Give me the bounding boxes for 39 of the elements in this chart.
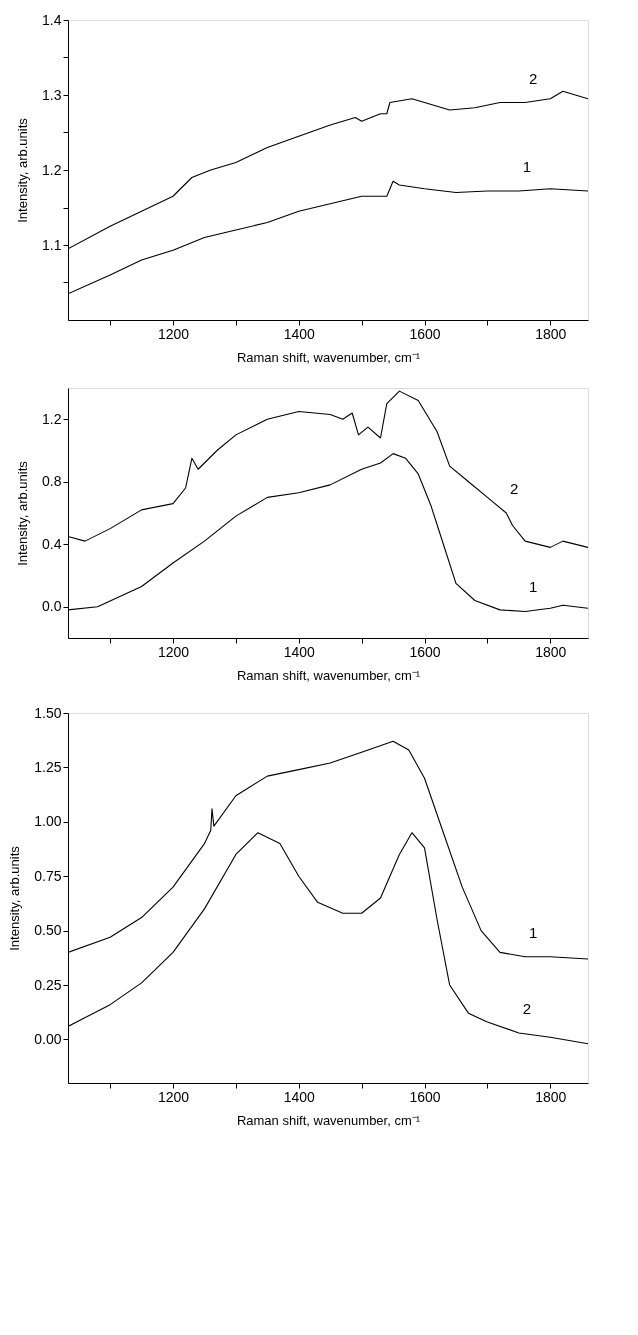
y-tick-label: 1.50 (34, 704, 62, 721)
y-tick-label: 1.3 (42, 86, 62, 103)
x-tick-label: 1800 (535, 643, 567, 660)
x-tick-label: 1400 (283, 325, 316, 342)
y-tick-label: 1.00 (34, 813, 62, 830)
x-axis-title: Raman shift, wavenumber, cm⁻¹ (236, 667, 421, 683)
annotation: 1 (528, 578, 538, 596)
y-tick-label: 0.4 (42, 535, 62, 552)
annotation: 1 (528, 923, 538, 941)
x-tick-label: 1600 (409, 1088, 441, 1105)
y-tick-label: 0.25 (34, 976, 62, 993)
y-axis-title: Intensity, arb.units (15, 117, 31, 223)
x-tick-label: 1600 (409, 643, 441, 660)
x-tick-label: 1800 (535, 1088, 567, 1105)
x-tick-label: 1400 (283, 643, 316, 660)
annotation: 2 (522, 999, 532, 1017)
x-tick-label: 1200 (157, 1088, 190, 1105)
x-tick-label: 1800 (535, 325, 567, 342)
y-tick-label: 0.0 (42, 598, 62, 615)
y-axis-title: Intensity, arb.units (7, 845, 23, 951)
x-tick-label: 1200 (157, 325, 190, 342)
annotation: 1 (522, 158, 532, 175)
y-tick-label: 1.2 (42, 161, 62, 178)
annotation: 2 (510, 480, 519, 497)
y-tick-label: 1.1 (42, 236, 62, 253)
x-tick-label: 1600 (409, 325, 441, 342)
y-tick-label: 1.4 (42, 11, 62, 28)
x-tick-label: 1400 (283, 1088, 316, 1105)
y-axis-title: Intensity, arb.units (15, 460, 31, 566)
y-tick-label: 1.2 (42, 410, 62, 427)
x-axis-title: Raman shift, wavenumber, cm⁻¹ (236, 349, 421, 365)
x-tick-label: 1200 (157, 643, 190, 660)
y-tick-label: 0.00 (34, 1030, 62, 1047)
y-tick-label: 1.25 (34, 758, 62, 775)
y-tick-label: 0.50 (34, 922, 62, 939)
annotation: 2 (528, 69, 538, 87)
x-axis-title: Raman shift, wavenumber, cm⁻¹ (236, 1112, 421, 1128)
y-tick-label: 0.75 (34, 867, 62, 884)
y-tick-label: 0.8 (42, 473, 62, 490)
